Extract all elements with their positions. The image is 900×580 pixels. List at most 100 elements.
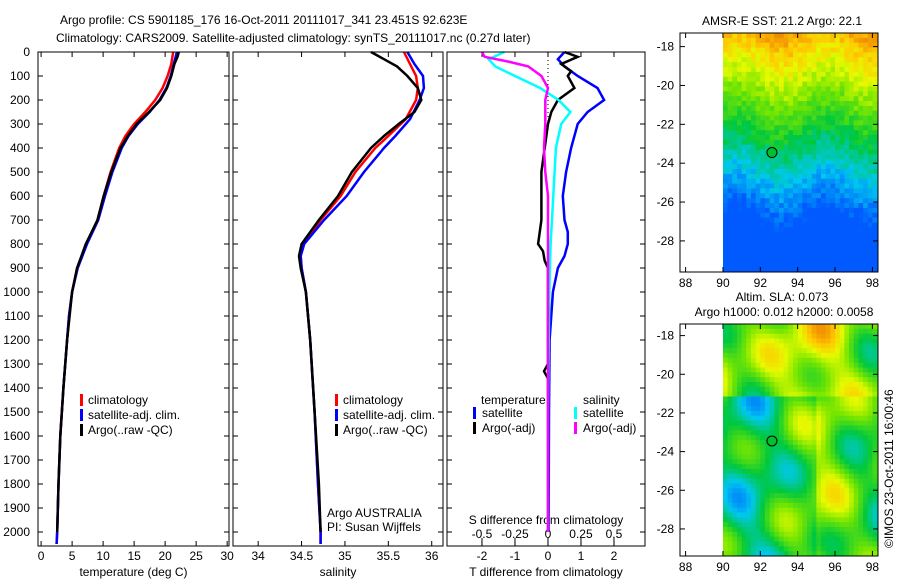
map-cell — [807, 522, 813, 528]
map-cell — [765, 42, 771, 49]
map-cell — [737, 212, 743, 219]
map-cell — [821, 517, 827, 523]
map-cell — [793, 478, 799, 484]
map-cell — [779, 512, 785, 518]
map-cell — [811, 527, 817, 533]
map-cell — [779, 541, 785, 547]
map-cell — [849, 251, 855, 257]
map-cell — [727, 42, 733, 49]
map-cell — [723, 193, 729, 199]
map-cell — [821, 459, 827, 465]
map-cell — [732, 353, 738, 359]
map-cell — [769, 178, 775, 185]
map-cell — [779, 411, 785, 417]
map-cell — [816, 411, 822, 417]
map-cell — [760, 169, 766, 175]
map-cell — [821, 62, 827, 68]
map-cell — [821, 207, 827, 214]
map-cell — [816, 251, 822, 257]
map-cell — [858, 362, 864, 368]
map-cell — [811, 91, 817, 97]
map-cell — [839, 33, 845, 39]
map-cell — [769, 449, 775, 455]
map-cell — [793, 488, 799, 494]
map-cell — [816, 435, 822, 441]
map-cell — [807, 86, 813, 92]
map-cell — [825, 33, 831, 39]
map-cell — [755, 125, 761, 131]
map-cell — [811, 425, 817, 431]
map-cell — [802, 367, 808, 373]
map-cell — [751, 232, 757, 238]
map-cell — [853, 237, 859, 243]
map-cell — [802, 33, 808, 39]
map-cell — [835, 169, 841, 175]
map-cell — [825, 159, 831, 165]
map-cell — [779, 546, 785, 552]
map-cell — [774, 391, 780, 397]
map-cell — [867, 193, 873, 199]
map-cell — [723, 348, 729, 354]
map-cell — [830, 193, 836, 199]
map-cell — [751, 357, 757, 364]
map-cell — [830, 531, 836, 538]
map-cell — [732, 324, 738, 330]
map-cell — [788, 527, 794, 533]
map-cell — [765, 488, 771, 494]
map-cell — [802, 507, 808, 513]
map-cell — [741, 217, 747, 223]
map-cell — [755, 372, 761, 378]
map-cell — [746, 527, 752, 533]
map-cell — [751, 154, 757, 160]
map-cell — [807, 536, 813, 542]
map-cell — [867, 324, 873, 330]
map-cell — [779, 536, 785, 542]
map-cell — [723, 154, 729, 160]
map-cell — [727, 546, 733, 552]
map-cell — [844, 551, 850, 557]
map-cell — [863, 420, 869, 426]
map-cell — [830, 430, 836, 436]
map-cell — [872, 551, 878, 557]
map-cell — [797, 115, 803, 121]
map-cell — [741, 362, 747, 368]
map-cell — [835, 483, 841, 489]
map-cell — [779, 57, 785, 63]
map-cell — [839, 382, 845, 388]
map-cell — [769, 232, 775, 238]
map-cell — [783, 386, 789, 393]
map-cell — [839, 71, 845, 78]
map-cell — [765, 527, 771, 533]
map-cell — [774, 115, 780, 121]
map-cell — [732, 396, 738, 402]
map-cell — [839, 391, 845, 397]
map-cell — [863, 227, 869, 233]
map-cell — [844, 37, 850, 44]
map-cell — [807, 115, 813, 121]
map-cell — [779, 188, 785, 194]
map-cell — [793, 512, 799, 518]
map-cell — [849, 454, 855, 460]
map-cell — [853, 367, 859, 373]
map-cell — [830, 173, 836, 180]
map-cell — [755, 81, 761, 87]
map-cell — [760, 251, 766, 257]
map-cell — [788, 502, 794, 509]
map-cell — [737, 449, 743, 455]
map-cell — [839, 401, 845, 407]
map-cell — [774, 222, 780, 228]
map-cell — [825, 183, 831, 189]
map-cell — [853, 241, 859, 248]
legend-label: climatology — [88, 393, 148, 407]
map-cell — [723, 493, 729, 499]
legend-label: Argo(..raw -QC) — [343, 423, 428, 437]
map-cell — [858, 67, 864, 73]
map-cell — [755, 246, 761, 253]
map-cell — [737, 411, 743, 417]
map-cell — [741, 536, 747, 542]
map-cell — [863, 333, 869, 339]
map-cell — [783, 52, 789, 58]
map-cell — [797, 47, 803, 53]
map-cell — [765, 193, 771, 199]
map-cell — [867, 527, 873, 533]
